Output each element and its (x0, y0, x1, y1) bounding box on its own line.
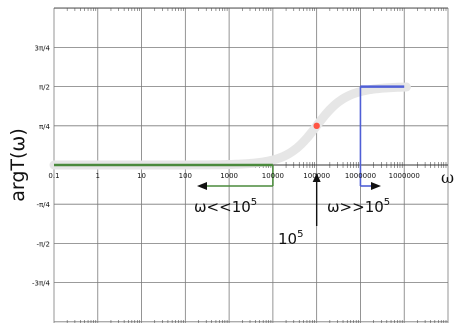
y-axis-title: argT(ω) (7, 128, 29, 202)
y-tick-label: -π/4 (36, 201, 50, 209)
x-axis-title: ω (441, 168, 454, 187)
high-frequency-label-exponent: 5 (384, 197, 390, 208)
y-tick-label: -π/2 (36, 240, 50, 248)
corner-arrowhead (312, 173, 321, 182)
x-tick-label: 100 (179, 172, 192, 180)
corner-frequency-label-exponent: 5 (297, 229, 303, 240)
high-frequency-label: ω>>105 (327, 197, 390, 216)
x-tick-label: 10000 (262, 172, 284, 180)
grid (53, 7, 449, 323)
low-arrowhead (197, 182, 207, 190)
y-tick-label: π/4 (39, 123, 51, 131)
high-arrowhead (371, 182, 381, 190)
x-tick-label: 1000 (220, 172, 238, 180)
corner-frequency-label-text: 10 (278, 230, 297, 248)
low-frequency-label: ω<<105 (194, 197, 257, 216)
x-tick-label: 10 (137, 172, 146, 180)
y-tick-label: π/2 (39, 84, 50, 92)
y-tick-label: -3π/4 (32, 280, 51, 288)
x-tick-label: 100000 (303, 172, 330, 180)
y-tick-label: 3π/4 (35, 44, 51, 52)
corner-frequency-label: 105 (278, 229, 303, 248)
low-frequency-label-exponent: 5 (251, 197, 257, 208)
x-tick-label: 0.1 (48, 172, 59, 180)
low-frequency-label-text: ω<<10 (194, 198, 251, 216)
x-tick-label: 1000000 (345, 172, 376, 180)
x-tick-label: 1000000 (389, 172, 420, 180)
corner-point-marker (313, 122, 320, 130)
high-frequency-label-text: ω>>10 (327, 198, 384, 216)
x-tick-label: 1 (96, 172, 100, 180)
